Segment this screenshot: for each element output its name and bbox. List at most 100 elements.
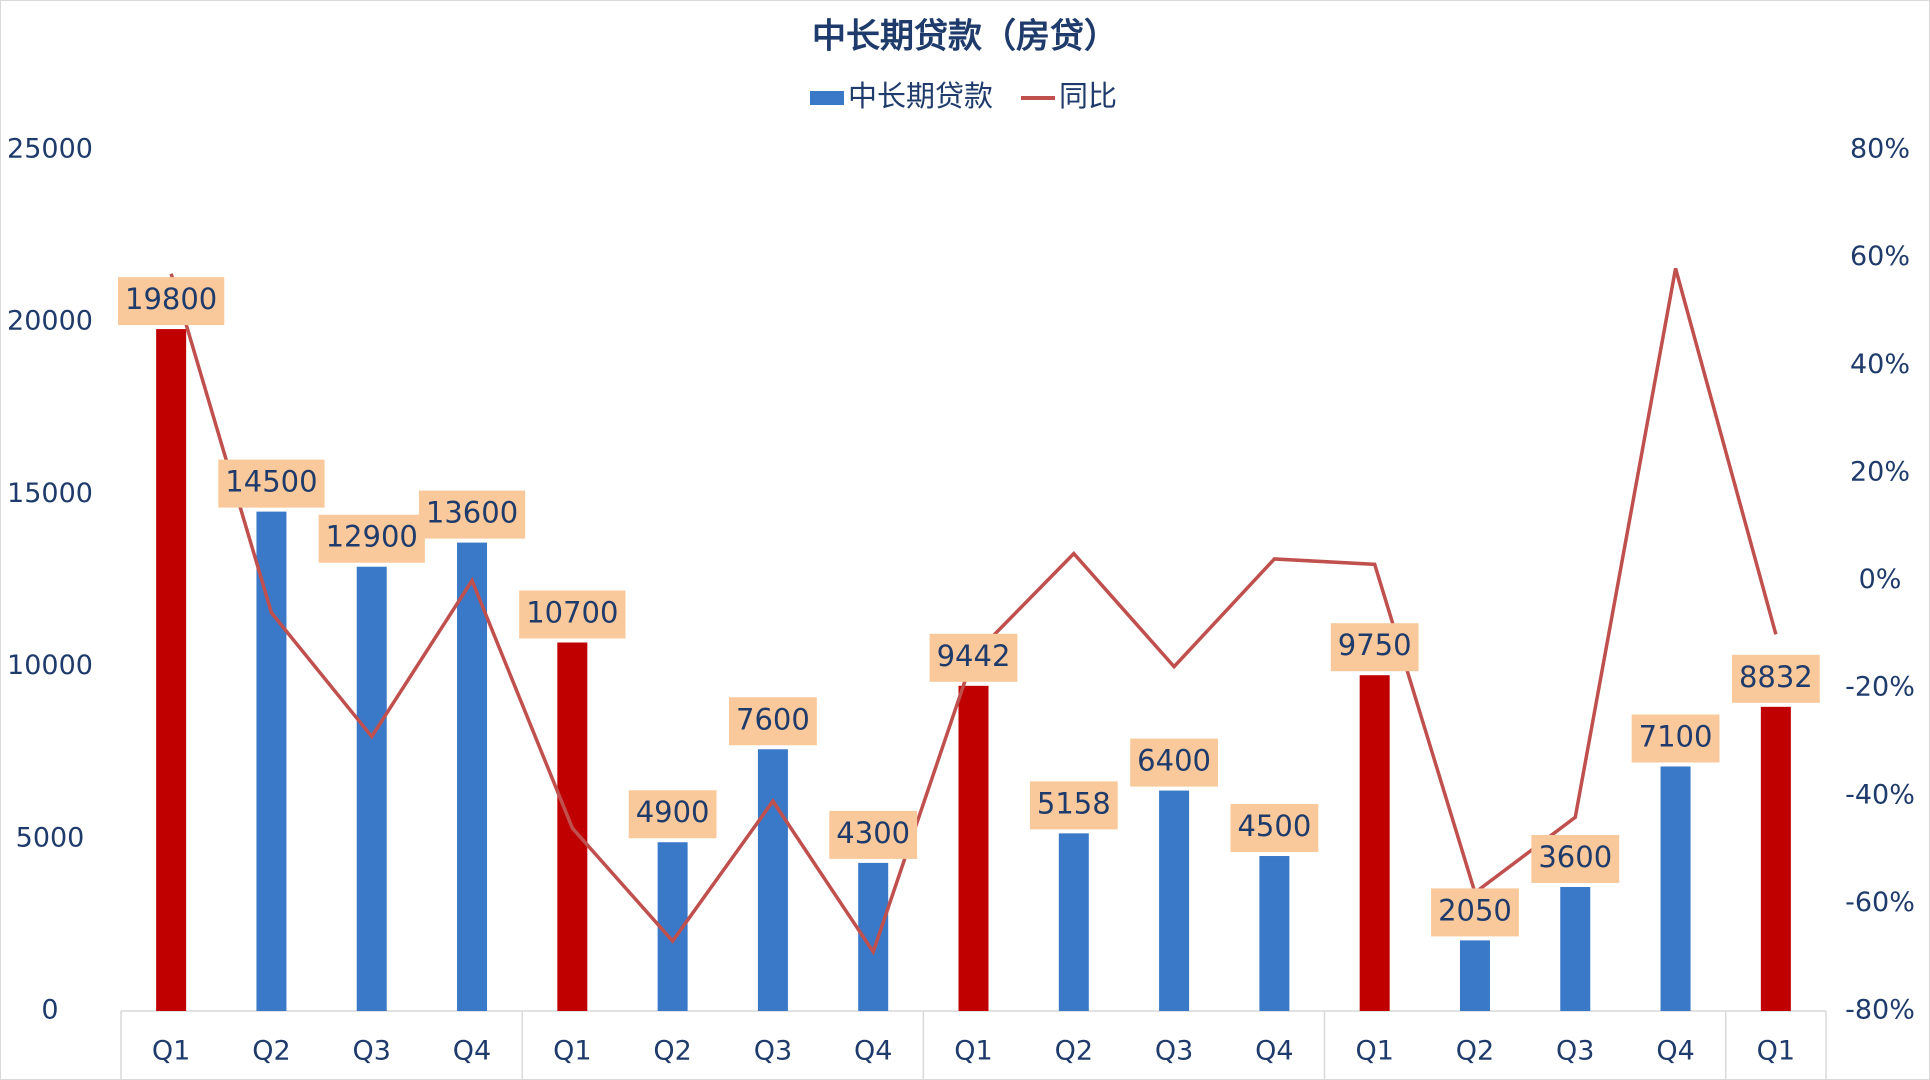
data-label-box xyxy=(1731,654,1820,703)
bar xyxy=(156,329,187,1011)
x-tick-label: Q1 xyxy=(1757,1036,1795,1067)
data-label-text: 4500 xyxy=(1237,809,1311,843)
data-label: 4500 xyxy=(1230,804,1319,853)
x-tick-label: Q3 xyxy=(1556,1036,1594,1067)
x-tick-label: Q4 xyxy=(453,1036,491,1067)
x-tick-label: Q3 xyxy=(754,1036,792,1067)
bar xyxy=(1560,887,1591,1011)
y2-tick-label: 20% xyxy=(1850,456,1910,487)
x-tick-label: Q2 xyxy=(252,1036,290,1067)
data-label: 19800 xyxy=(118,277,225,326)
chart-title: 中长期贷款（房贷） xyxy=(812,17,1118,57)
data-label: 13600 xyxy=(418,490,526,539)
bar xyxy=(1359,675,1390,1011)
data-label-box xyxy=(729,697,817,746)
y2-tick-label: 60% xyxy=(1850,241,1910,272)
x-tick-label: Q4 xyxy=(854,1036,892,1067)
data-label-text: 4300 xyxy=(836,816,910,850)
data-label-box xyxy=(929,633,1018,682)
data-label-box xyxy=(1330,623,1419,672)
y2-tick-label: -40% xyxy=(1845,779,1915,810)
data-label: 10700 xyxy=(519,590,626,639)
data-label: 8832 xyxy=(1731,654,1820,703)
data-label-text: 19800 xyxy=(125,282,217,316)
x-tick-label: Q1 xyxy=(553,1036,591,1067)
bar xyxy=(1760,706,1791,1011)
data-label-text: 14500 xyxy=(225,465,317,499)
data-label: 9750 xyxy=(1330,623,1419,672)
y2-tick-label: -80% xyxy=(1845,995,1915,1026)
x-tick-label: Q3 xyxy=(353,1036,391,1067)
data-label-text: 7100 xyxy=(1639,719,1713,753)
legend-label: 中长期贷款 xyxy=(848,79,993,113)
data-label-box xyxy=(1431,888,1519,937)
data-label-text: 9750 xyxy=(1338,628,1412,662)
bar xyxy=(958,685,989,1011)
data-label-box xyxy=(318,514,425,563)
data-label: 3600 xyxy=(1531,835,1620,884)
data-label-text: 13600 xyxy=(426,496,518,530)
bar xyxy=(1459,940,1490,1011)
data-label: 6400 xyxy=(1130,738,1218,787)
data-label: 4900 xyxy=(628,790,717,839)
data-label-text: 2050 xyxy=(1438,893,1512,927)
x-tick-label: Q1 xyxy=(954,1036,992,1067)
bar xyxy=(1058,833,1089,1011)
data-label-box xyxy=(1531,835,1620,884)
legend-swatch xyxy=(810,91,844,105)
y-tick-label: 5000 xyxy=(16,822,85,853)
x-tick-label: Q3 xyxy=(1155,1036,1193,1067)
y2-tick-label: 0% xyxy=(1859,564,1902,595)
data-label-box xyxy=(1130,738,1218,787)
data-label-box xyxy=(1029,781,1118,830)
data-label: 7100 xyxy=(1631,714,1720,763)
data-label-text: 7600 xyxy=(736,702,810,736)
data-label-box xyxy=(118,277,225,326)
x-tick-label: Q2 xyxy=(1456,1036,1494,1067)
data-label-box xyxy=(519,590,626,639)
data-label-box xyxy=(1631,714,1720,763)
bar xyxy=(1660,766,1691,1011)
bar xyxy=(457,542,488,1011)
x-tick-label: Q2 xyxy=(1055,1036,1093,1067)
data-label-text: 8832 xyxy=(1739,660,1813,694)
y-tick-label: 25000 xyxy=(7,134,93,165)
y-tick-label: 15000 xyxy=(7,478,93,509)
y2-tick-label: 40% xyxy=(1850,349,1910,380)
data-label-box xyxy=(1230,804,1319,853)
legend-label: 同比 xyxy=(1059,79,1117,113)
data-label-text: 12900 xyxy=(326,520,418,554)
data-label: 14500 xyxy=(218,459,325,508)
data-label-text: 4900 xyxy=(636,795,710,829)
data-label-box xyxy=(628,790,717,839)
data-label: 2050 xyxy=(1431,888,1519,937)
data-label: 7600 xyxy=(729,697,817,746)
data-label: 9442 xyxy=(929,633,1018,682)
data-label-text: 5158 xyxy=(1037,786,1111,820)
x-tick-label: Q4 xyxy=(1255,1036,1293,1067)
data-label: 12900 xyxy=(318,514,425,563)
data-label-text: 9442 xyxy=(937,639,1011,673)
bar xyxy=(356,566,387,1011)
bar xyxy=(1259,856,1290,1011)
data-label: 4300 xyxy=(829,810,918,859)
x-tick-label: Q1 xyxy=(152,1036,190,1067)
y-tick-label: 10000 xyxy=(7,650,93,681)
bar xyxy=(256,511,287,1011)
data-label-box xyxy=(418,490,526,539)
data-label-text: 10700 xyxy=(526,595,618,629)
y2-tick-label: -20% xyxy=(1845,672,1915,703)
data-label-text: 3600 xyxy=(1538,840,1612,874)
y-tick-label: 20000 xyxy=(7,306,93,337)
data-label-text: 6400 xyxy=(1137,744,1211,778)
x-tick-label: Q4 xyxy=(1656,1036,1694,1067)
bar xyxy=(1159,790,1190,1011)
x-tick-label: Q1 xyxy=(1355,1036,1393,1067)
x-tick-label: Q2 xyxy=(653,1036,691,1067)
data-label: 5158 xyxy=(1029,781,1118,830)
data-label-box xyxy=(218,459,325,508)
y2-tick-label: 80% xyxy=(1850,134,1910,165)
data-label-box xyxy=(829,810,918,859)
bar xyxy=(757,749,788,1011)
